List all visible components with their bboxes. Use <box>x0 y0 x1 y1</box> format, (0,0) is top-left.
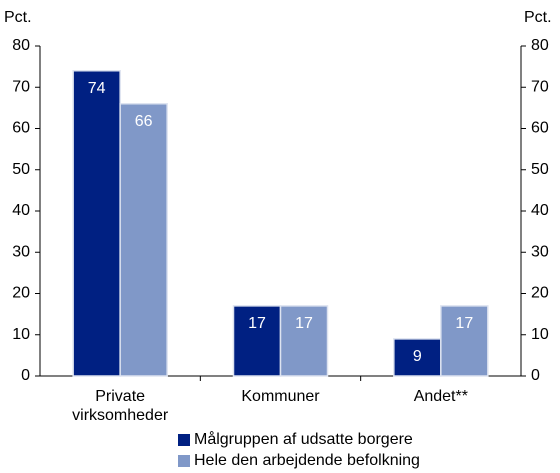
y-axis-label: Pct. <box>4 9 32 26</box>
bar <box>232 305 282 377</box>
y2-tick-label: 0 <box>531 367 540 384</box>
y-tick-label: 60 <box>12 120 30 137</box>
y-tick-label: 50 <box>12 161 30 178</box>
x-tick-label: Kommuner <box>241 388 320 405</box>
y-tick-label: 70 <box>12 78 30 95</box>
y2-tick-label: 70 <box>531 78 549 95</box>
y2-tick-label: 20 <box>531 285 549 302</box>
y-tick-label: 30 <box>12 243 30 260</box>
y-tick-label: 10 <box>12 326 30 343</box>
y2-tick-label: 30 <box>531 243 549 260</box>
data-label: 17 <box>455 315 473 332</box>
y2-tick-label: 10 <box>531 326 549 343</box>
legend-label: Målgruppen af udsatte borgere <box>194 430 413 448</box>
data-label: 9 <box>413 348 422 365</box>
y-tick-label: 40 <box>12 202 30 219</box>
legend-swatch <box>178 455 190 467</box>
data-label: 17 <box>248 315 266 332</box>
bar <box>440 305 489 377</box>
y-tick-label: 0 <box>21 367 30 384</box>
y2-tick-label: 50 <box>531 161 549 178</box>
y2-axis-label: Pct. <box>524 9 552 26</box>
y2-tick-label: 40 <box>531 202 549 219</box>
bar <box>119 103 168 377</box>
y-tick-label: 80 <box>12 37 30 54</box>
legend-swatch <box>178 434 190 446</box>
bar <box>279 305 329 377</box>
x-tick-label: Private virksomheder <box>72 388 169 424</box>
legend-label: Hele den arbejdende befolkning <box>194 452 420 469</box>
data-label: 17 <box>295 315 313 332</box>
bar <box>393 338 442 377</box>
y2-tick-label: 60 <box>531 120 549 137</box>
y-tick-label: 20 <box>12 285 30 302</box>
bar <box>72 70 121 377</box>
x-tick-label: Andet** <box>413 388 468 405</box>
data-label: 74 <box>88 80 106 97</box>
y2-tick-label: 80 <box>531 37 549 54</box>
data-label: 66 <box>135 113 153 130</box>
